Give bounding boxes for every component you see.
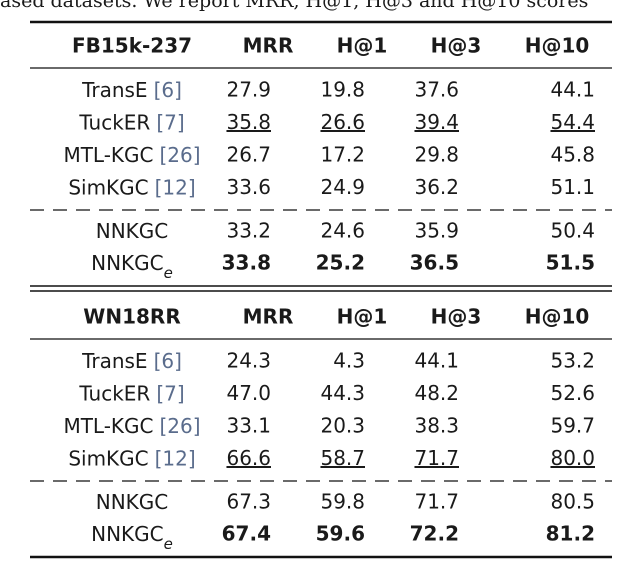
model-name: TransE [6] <box>81 349 182 373</box>
score: 67.3 <box>226 490 271 514</box>
score: 58.7 <box>320 446 365 470</box>
score: 24.3 <box>226 349 271 373</box>
score: 29.8 <box>414 143 459 167</box>
metric-header: H@1 <box>337 305 388 329</box>
score: 35.8 <box>226 110 271 134</box>
model: TransE <box>81 78 148 102</box>
score: 35.9 <box>414 219 459 243</box>
citation: [26] <box>160 414 201 438</box>
model: NNKGC <box>96 219 169 243</box>
score: 80.0 <box>550 446 595 470</box>
score: 47.0 <box>226 381 271 405</box>
metric-header: MRR <box>243 305 294 329</box>
score: 27.9 <box>226 78 271 102</box>
citation: [6] <box>154 78 182 102</box>
metric-header: MRR <box>243 34 294 58</box>
model: SimKGC <box>68 175 148 199</box>
score: 45.8 <box>550 143 595 167</box>
model-name: NNKGCe <box>91 522 173 553</box>
dataset-header: FB15k-237 <box>72 34 192 58</box>
model-name: MTL-KGC [26] <box>63 143 200 167</box>
score: 44.1 <box>414 349 459 373</box>
score: 39.4 <box>414 110 459 134</box>
model: NNKGC <box>96 490 169 514</box>
score: 33.8 <box>222 251 271 275</box>
score: 24.9 <box>320 175 365 199</box>
score: 50.4 <box>550 219 595 243</box>
citation: [7] <box>156 381 184 405</box>
model-name: TuckER [7] <box>78 381 184 405</box>
score: 36.2 <box>414 175 459 199</box>
score: 59.8 <box>320 490 365 514</box>
score: 33.1 <box>226 414 271 438</box>
score: 66.6 <box>226 446 271 470</box>
model-name: NNKGC <box>96 490 169 514</box>
metric-header: H@3 <box>431 34 482 58</box>
metric-header: H@3 <box>431 305 482 329</box>
score: 33.2 <box>226 219 271 243</box>
model-subscript: e <box>164 264 173 282</box>
dataset-header: WN18RR <box>83 305 180 329</box>
score: 67.4 <box>222 522 271 546</box>
score: 51.5 <box>546 251 595 275</box>
model: MTL-KGC <box>63 143 153 167</box>
model: TuckER <box>78 110 150 134</box>
citation: [12] <box>155 175 196 199</box>
model: NNKGC <box>91 251 164 275</box>
model: TuckER <box>78 381 150 405</box>
citation: [7] <box>156 110 184 134</box>
score: 48.2 <box>414 381 459 405</box>
score: 33.6 <box>226 175 271 199</box>
score: 38.3 <box>414 414 459 438</box>
score: 44.1 <box>550 78 595 102</box>
citation: [6] <box>154 349 182 373</box>
model-name: SimKGC [12] <box>68 446 195 470</box>
model-name: NNKGCe <box>91 251 173 282</box>
score: 17.2 <box>320 143 365 167</box>
score: 44.3 <box>320 381 365 405</box>
caption-fragment: ased datasets. We report MRR, H@1, H@3 a… <box>0 0 588 12</box>
score: 52.6 <box>550 381 595 405</box>
model-name: SimKGC [12] <box>68 175 195 199</box>
citation: [26] <box>160 143 201 167</box>
metric-header: H@1 <box>337 34 388 58</box>
model: TransE <box>81 349 148 373</box>
model-name: TuckER [7] <box>78 110 184 134</box>
model: SimKGC <box>68 446 148 470</box>
score: 26.7 <box>226 143 271 167</box>
score: 26.6 <box>320 110 365 134</box>
score: 81.2 <box>546 522 595 546</box>
metric-header: H@10 <box>525 34 590 58</box>
score: 53.2 <box>550 349 595 373</box>
score: 20.3 <box>320 414 365 438</box>
score: 59.6 <box>316 522 365 546</box>
metric-header: H@10 <box>525 305 590 329</box>
score: 4.3 <box>333 349 365 373</box>
model-name: NNKGC <box>96 219 169 243</box>
score: 51.1 <box>550 175 595 199</box>
score: 25.2 <box>316 251 365 275</box>
score: 37.6 <box>414 78 459 102</box>
model-name: TransE [6] <box>81 78 182 102</box>
score: 36.5 <box>410 251 459 275</box>
score: 54.4 <box>550 110 595 134</box>
score: 71.7 <box>414 446 459 470</box>
score: 19.8 <box>320 78 365 102</box>
model: NNKGC <box>91 522 164 546</box>
score: 59.7 <box>550 414 595 438</box>
model-name: MTL-KGC [26] <box>63 414 200 438</box>
model-subscript: e <box>164 535 173 553</box>
score: 72.2 <box>410 522 459 546</box>
score: 71.7 <box>414 490 459 514</box>
model: MTL-KGC <box>63 414 153 438</box>
score: 24.6 <box>320 219 365 243</box>
citation: [12] <box>155 446 196 470</box>
score: 80.5 <box>550 490 595 514</box>
